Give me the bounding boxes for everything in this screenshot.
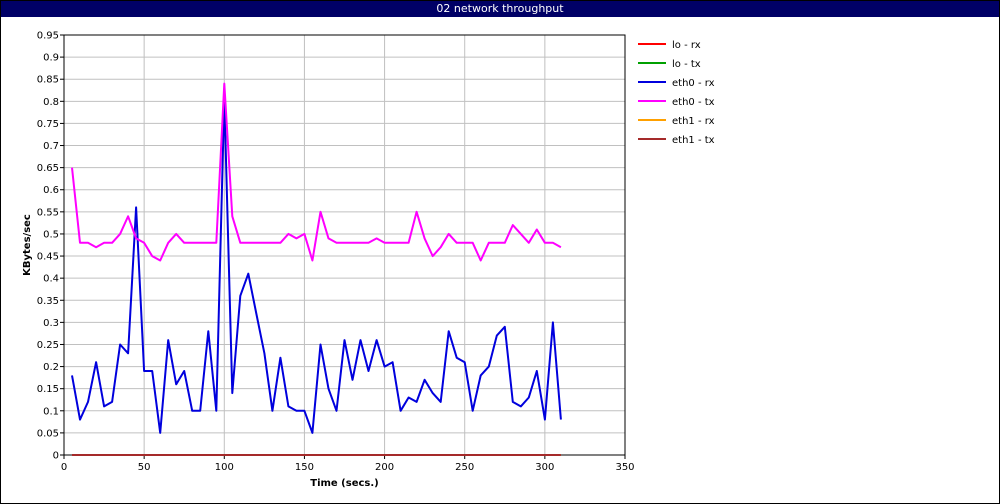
x-tick-label: 100 xyxy=(215,462,234,473)
y-tick-label: 0.65 xyxy=(37,163,59,174)
legend-label: eth1 - rx xyxy=(672,116,715,127)
legend-label: eth0 - tx xyxy=(672,97,715,108)
y-tick-label: 0.4 xyxy=(43,274,59,285)
y-tick-label: 0 xyxy=(53,451,59,462)
y-axis-label: KBytes/sec xyxy=(22,214,33,276)
legend-label: eth1 - tx xyxy=(672,135,715,146)
series-line-eth0-rx xyxy=(71,95,562,434)
y-tick-label: 0.45 xyxy=(37,252,59,263)
y-tick-label: 0.5 xyxy=(43,229,59,240)
x-tick-label: 150 xyxy=(295,462,314,473)
grid xyxy=(63,34,626,456)
y-axis: 0 0.05 0.1 0.15 0.2 0.25 0.3 0.35 0.4 0.45 0.5 0.55… xyxy=(37,31,64,462)
y-tick-label: 0.7 xyxy=(43,141,59,152)
y-tick-label: 0.05 xyxy=(37,428,59,439)
series-lines xyxy=(71,82,562,456)
x-tick-label: 300 xyxy=(535,462,554,473)
series-line-eth0-tx xyxy=(71,82,562,262)
y-tick-label: 0.2 xyxy=(43,362,59,373)
chart-title: 02 network throughput xyxy=(1,1,999,17)
x-tick-label: 200 xyxy=(375,462,394,473)
y-tick-label: 0.95 xyxy=(37,31,59,42)
x-axis-label: Time (secs.) xyxy=(310,478,379,489)
y-tick-label: 0.55 xyxy=(37,207,59,218)
legend-label: eth0 - rx xyxy=(672,78,715,89)
y-tick-label: 0.75 xyxy=(37,119,59,130)
x-tick-label: 0 xyxy=(61,462,67,473)
y-tick-label: 0.3 xyxy=(43,318,59,329)
y-tick-label: 0.8 xyxy=(43,97,59,108)
legend-label: lo - rx xyxy=(672,40,701,51)
legend: lo - rx lo - tx eth0 - rx eth0 - tx eth1 - r… xyxy=(638,40,715,146)
y-tick-label: 0.6 xyxy=(43,185,59,196)
legend-label: lo - tx xyxy=(672,59,701,70)
y-tick-label: 0.35 xyxy=(37,296,59,307)
y-tick-label: 0.1 xyxy=(43,406,59,417)
y-tick-label: 0.15 xyxy=(37,384,59,395)
x-tick-label: 350 xyxy=(615,462,634,473)
y-tick-label: 0.9 xyxy=(43,53,59,64)
y-tick-label: 0.25 xyxy=(37,340,59,351)
x-tick-label: 50 xyxy=(138,462,151,473)
x-tick-label: 250 xyxy=(455,462,474,473)
x-axis: 0 50 100 150 200 250 300 350 xyxy=(61,455,635,473)
y-tick-label: 0.85 xyxy=(37,75,59,86)
